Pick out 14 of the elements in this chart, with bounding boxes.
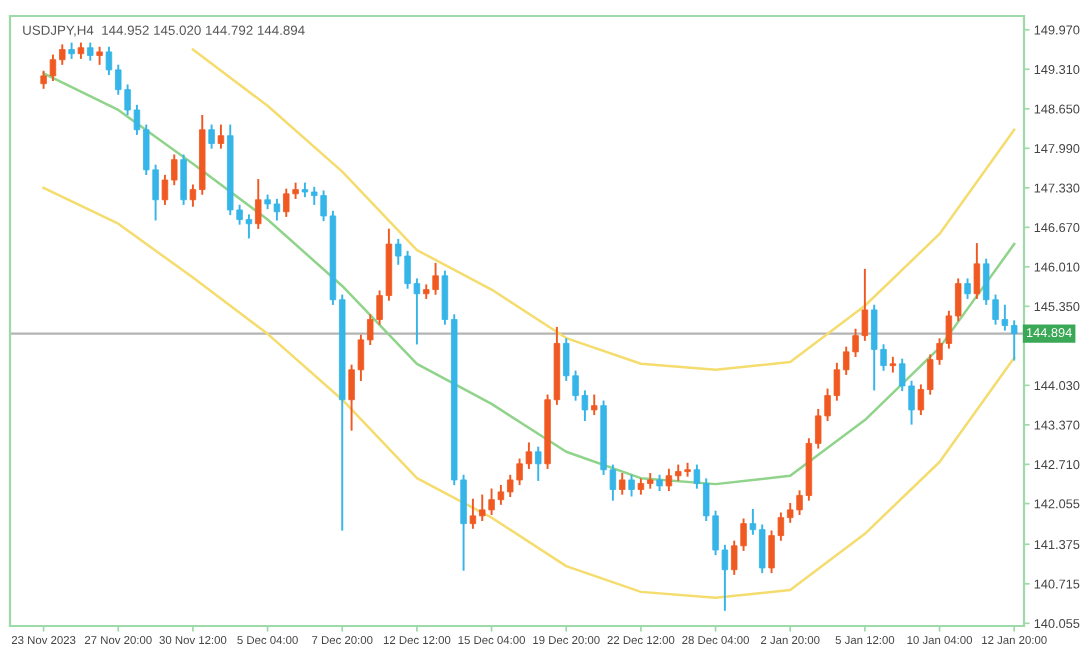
line-series	[42, 186, 1016, 600]
candlestick	[964, 278, 971, 299]
candlestick	[255, 179, 262, 229]
candlestick	[591, 394, 598, 416]
candlestick	[217, 124, 225, 149]
candlestick	[628, 474, 635, 497]
line-series	[42, 72, 1016, 486]
candlestick	[973, 243, 981, 299]
line-series	[191, 48, 1016, 372]
candlestick	[535, 446, 542, 481]
candlestick	[180, 154, 187, 205]
candlestick	[889, 356, 897, 373]
candlestick	[619, 472, 626, 495]
candlestick	[208, 124, 215, 149]
